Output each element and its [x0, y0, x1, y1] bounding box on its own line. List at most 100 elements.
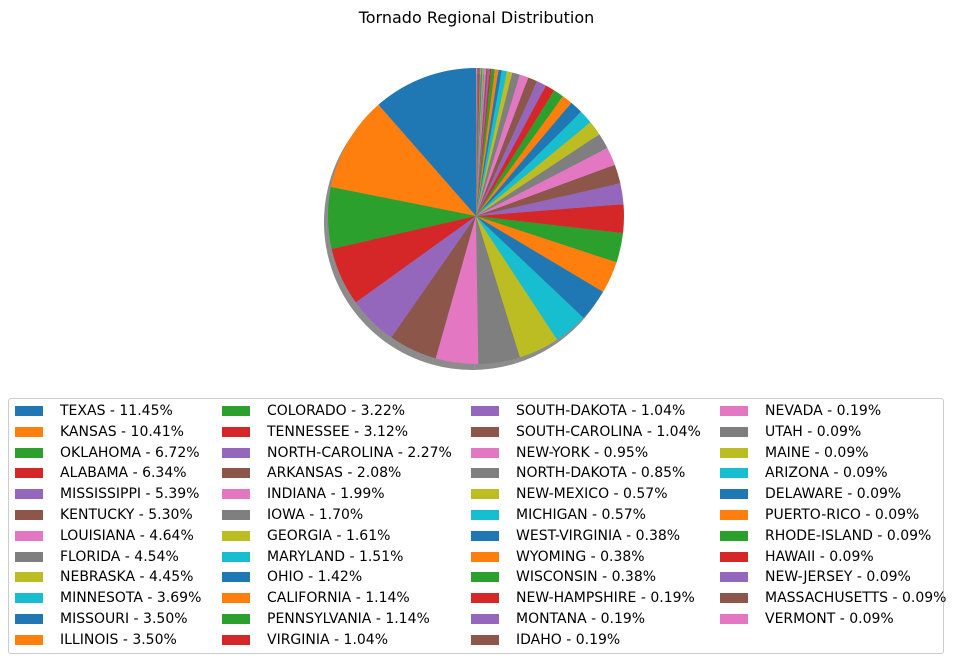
- slice-tennessee: [476, 204, 624, 234]
- slice-illinois: [476, 216, 617, 292]
- legend-swatch: [471, 572, 499, 583]
- legend-swatch: [222, 468, 250, 479]
- legend-label: LOUISIANA - 4.64%: [60, 527, 194, 544]
- slice-utah: [476, 68, 485, 216]
- legend-swatch: [15, 468, 43, 479]
- slice-ohio: [476, 102, 582, 216]
- legend-label: KENTUCKY - 5.30%: [60, 507, 193, 523]
- slice-south-dakota: [476, 81, 546, 216]
- legend-swatch: [720, 510, 748, 520]
- legend-label: OKLAHOMA - 6.72%: [60, 444, 200, 461]
- legend-swatch: [222, 426, 250, 437]
- slice-florida: [476, 216, 520, 364]
- legend-swatch: [15, 551, 43, 562]
- legend-swatch: [222, 447, 250, 458]
- slice-hawaii: [476, 68, 480, 217]
- legend-swatch: [471, 510, 499, 520]
- slice-new-mexico: [476, 71, 513, 216]
- slice-north-dakota: [476, 72, 520, 216]
- slice-south-carolina: [476, 77, 538, 217]
- legend-swatch: [720, 551, 748, 562]
- legend-label: OHIO - 1.42%: [267, 569, 363, 586]
- legend-label: PENNSYLVANIA - 1.14%: [267, 611, 430, 627]
- legend-label: WYOMING - 0.38%: [516, 548, 645, 565]
- legend-swatch: [15, 406, 43, 416]
- legend-swatch: [471, 593, 499, 604]
- legend-swatch: [471, 614, 499, 624]
- slice-wisconsin: [476, 68, 495, 216]
- legend-label: UTAH - 0.09%: [765, 423, 862, 440]
- slice-massachusetts: [476, 68, 478, 216]
- legend-swatch: [471, 530, 499, 541]
- legend-swatch: [15, 593, 43, 604]
- legend-label: NORTH-CAROLINA - 2.27%: [267, 444, 452, 461]
- slice-georgia: [476, 122, 600, 216]
- pie-chart: [323, 67, 624, 370]
- legend-swatch: [222, 614, 250, 624]
- legend-label: DELAWARE - 0.09%: [765, 486, 902, 503]
- legend-label: IDAHO - 0.19%: [516, 631, 621, 648]
- legend-label: MINNESOTA - 3.69%: [60, 590, 202, 607]
- legend-label: SOUTH-CAROLINA - 1.04%: [516, 423, 701, 440]
- legend-label: COLORADO - 3.22%: [267, 403, 406, 419]
- legend-label: NEW-YORK - 0.95%: [516, 444, 649, 461]
- slice-kansas: [330, 104, 476, 216]
- legend-label: MISSOURI - 3.50%: [60, 611, 188, 627]
- legend-swatch: [222, 510, 250, 520]
- slice-puerto-rico: [476, 68, 482, 216]
- legend-swatch: [720, 572, 748, 583]
- slice-rhode-island: [476, 68, 481, 216]
- legend-swatch: [15, 572, 43, 583]
- legend-swatch: [222, 551, 250, 562]
- slice-maine: [476, 68, 484, 217]
- legend-swatch: [15, 634, 43, 645]
- slice-minnesota: [476, 216, 584, 340]
- slice-montana: [476, 68, 490, 216]
- slice-north-carolina: [476, 183, 624, 216]
- legend-label: MARYLAND - 1.51%: [267, 548, 404, 565]
- slice-mississippi: [355, 216, 476, 338]
- legend-swatch: [720, 406, 748, 416]
- legend-swatch: [222, 572, 250, 583]
- legend-label: NEW-MEXICO - 0.57%: [516, 486, 668, 503]
- legend-swatch: [471, 468, 499, 479]
- slice-kentucky: [391, 216, 476, 359]
- legend-label: WISCONSIN - 0.38%: [516, 569, 657, 586]
- chart-title: Tornado Regional Distribution: [358, 8, 595, 27]
- legend-label: ARKANSAS - 2.08%: [267, 465, 402, 482]
- legend-swatch: [222, 634, 250, 645]
- legend-label: MONTANA - 0.19%: [516, 611, 646, 627]
- legend-label: SOUTH-DAKOTA - 1.04%: [516, 403, 686, 419]
- legend-label: KANSAS - 10.41%: [60, 423, 184, 440]
- slice-oklahoma: [327, 187, 476, 250]
- legend-label: NEVADA - 0.19%: [765, 403, 882, 419]
- slice-new-jersey: [476, 68, 479, 216]
- legend-swatch: [222, 489, 250, 500]
- legend-swatch: [222, 406, 250, 416]
- legend-swatch: [471, 489, 499, 500]
- legend-label: TENNESSEE - 3.12%: [267, 423, 409, 440]
- slice-iowa: [476, 134, 608, 216]
- legend-swatch: [222, 530, 250, 541]
- legend-label: WEST-VIRGINIA - 0.38%: [516, 527, 681, 544]
- slice-arkansas: [476, 164, 621, 216]
- legend-label: MISSISSIPPI - 5.39%: [60, 486, 200, 503]
- slice-louisiana: [435, 216, 479, 364]
- legend-label: IOWA - 1.70%: [267, 507, 364, 523]
- slice-indiana: [476, 147, 615, 216]
- legend-swatch: [720, 489, 748, 500]
- legend-label: RHODE-ISLAND - 0.09%: [765, 527, 932, 544]
- slice-arizona: [476, 68, 483, 217]
- legend-swatch: [720, 447, 748, 458]
- legend-label: MAINE - 0.09%: [765, 444, 869, 461]
- legend-swatch: [15, 614, 43, 624]
- legend-swatch: [15, 510, 43, 520]
- slice-alabama: [331, 216, 476, 303]
- pie-slices: [327, 67, 624, 364]
- legend-swatch: [15, 489, 43, 500]
- slice-pennsylvania: [476, 90, 563, 216]
- slice-california: [476, 96, 572, 216]
- legend-label: NEW-HAMPSHIRE - 0.19%: [516, 590, 695, 607]
- legend-label: MICHIGAN - 0.57%: [516, 507, 646, 523]
- slice-new-york: [476, 74, 529, 217]
